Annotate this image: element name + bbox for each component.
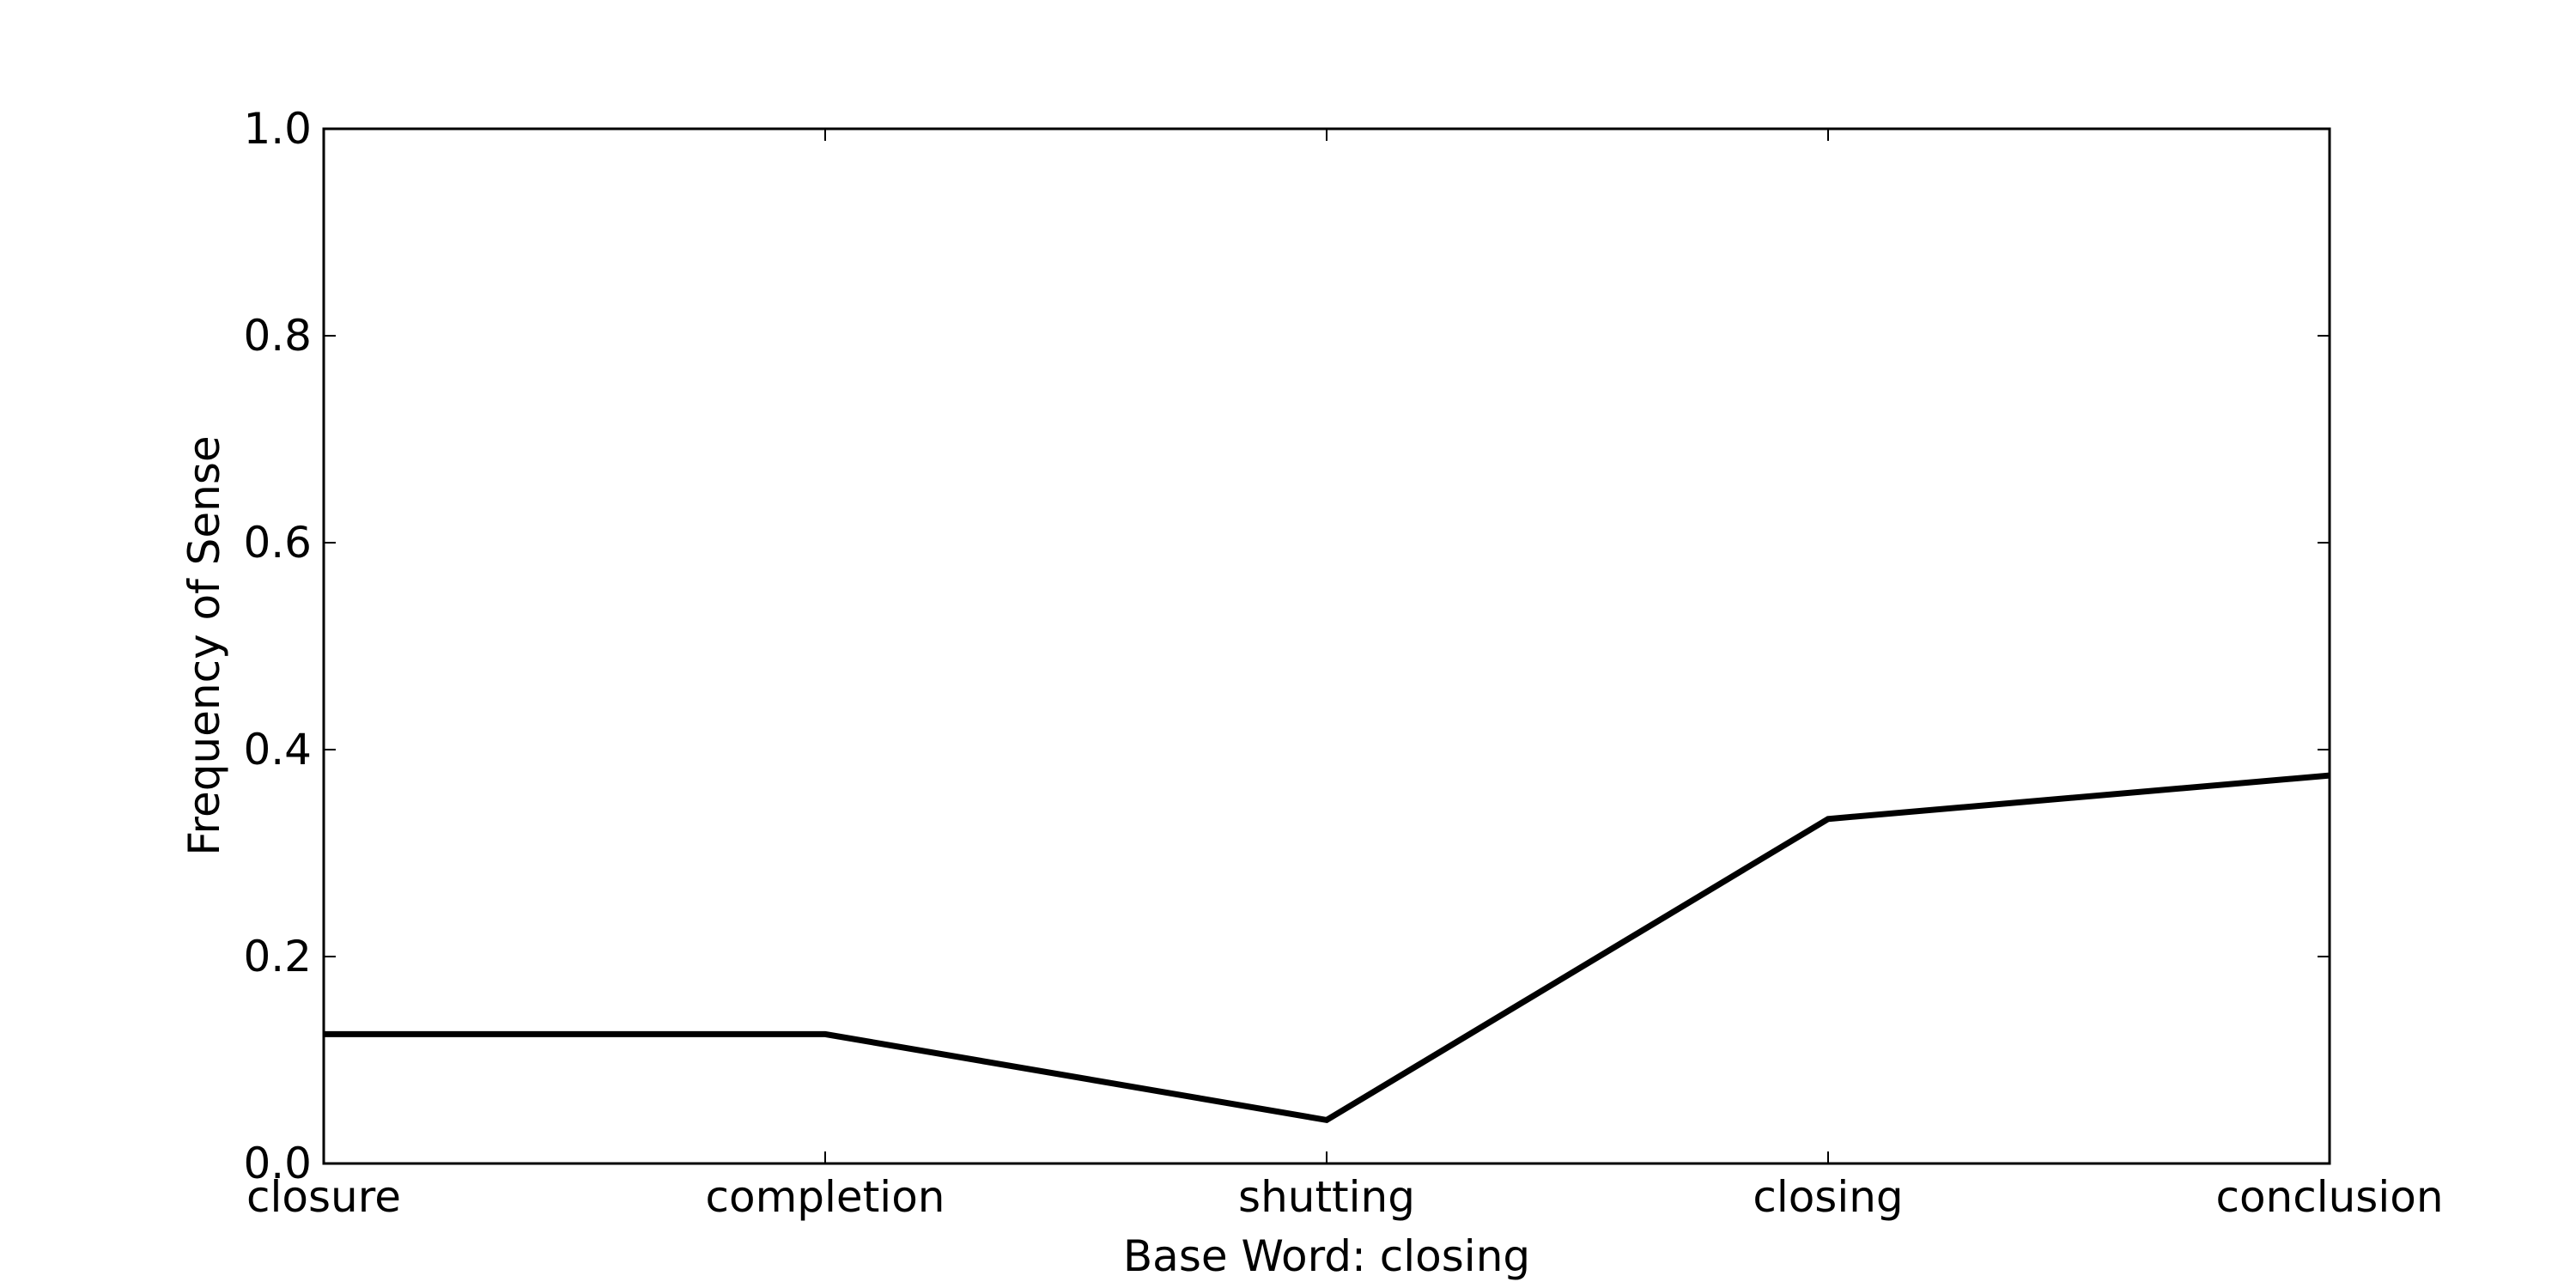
plot-frame	[322, 127, 2331, 1165]
x-tick-label: completion	[706, 1172, 945, 1222]
y-tick-label: 0.0	[243, 1139, 312, 1188]
y-tick-label: 0.8	[243, 311, 312, 361]
y-tick-label: 0.6	[243, 518, 312, 568]
y-axis-ticks: 0.0 0.2 0.4 0.6 0.8 1.0	[243, 104, 2330, 1188]
x-axis-label: Base Word: closing	[1123, 1231, 1530, 1281]
x-axis-ticks: closure completion shutting closing conclusi…	[246, 129, 2444, 1222]
y-tick-label: 0.2	[243, 932, 312, 981]
x-tick-label: closure	[246, 1172, 401, 1222]
y-tick-label: 0.4	[243, 725, 312, 775]
x-tick-label: shutting	[1238, 1172, 1415, 1222]
y-tick-label: 1.0	[243, 104, 312, 154]
y-axis-label: Frequency of Sense	[179, 435, 229, 855]
x-tick-label: closing	[1753, 1172, 1903, 1222]
plot-area	[324, 129, 2330, 1163]
x-tick-label: conclusion	[2215, 1172, 2443, 1222]
